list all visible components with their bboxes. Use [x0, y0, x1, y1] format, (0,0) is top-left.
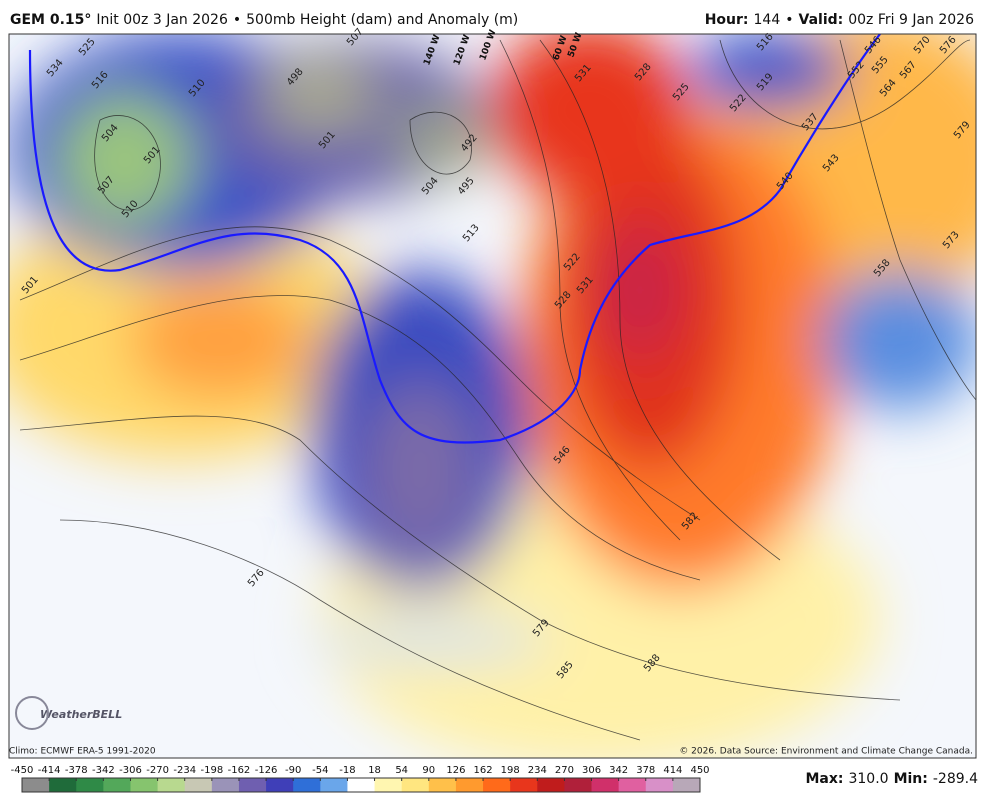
colorbar-swatch [130, 778, 159, 792]
colorbar-swatch [672, 778, 701, 792]
colorbar-swatch [76, 778, 104, 792]
min-label: Min: [894, 771, 928, 787]
map-field [9, 34, 976, 758]
model-name: GEM 0.15° [10, 12, 91, 28]
colorbar-tick-label: 90 [422, 765, 435, 776]
colorbar-tick-label: 306 [582, 765, 601, 776]
colorbar-tick-label: -18 [339, 765, 355, 776]
colorbar-swatch [618, 778, 647, 792]
logo: WeatherBELL [40, 708, 122, 721]
colorbar-tick-label: 234 [528, 765, 547, 776]
colorbar-swatch [320, 778, 348, 792]
colorbar-tick-label: -126 [255, 765, 278, 776]
valid-label: Valid: [799, 12, 844, 28]
colorbar-swatch [537, 778, 565, 792]
colorbar-tick-label: 342 [609, 765, 628, 776]
hour-label: Hour: [705, 12, 749, 28]
colorbar-tick-label: -270 [146, 765, 169, 776]
max-label: Max: [805, 771, 843, 787]
max-value: 310.0 [848, 771, 888, 787]
colorbar-swatch [374, 778, 403, 792]
colorbar-tick-label: -414 [38, 765, 61, 776]
colorbar-swatch [483, 778, 511, 792]
colorbar-swatch [510, 778, 538, 792]
colorbar-swatch [564, 778, 593, 792]
valid-time: 00z Fri 9 Jan 2026 [848, 12, 974, 28]
product-name: 500mb Height (dam) and Anomaly (m) [246, 12, 518, 28]
logo-mark [15, 696, 49, 730]
min-value: -289.4 [933, 771, 978, 787]
colorbar-tick-label: -234 [173, 765, 196, 776]
colorbar-swatch [293, 778, 321, 792]
colorbar-swatch [347, 778, 376, 792]
colorbar-swatch [238, 778, 267, 792]
colorbar-tick-label: 126 [446, 765, 465, 776]
colorbar-swatch [401, 778, 430, 792]
init-time: Init 00z 3 Jan 2026 [96, 12, 228, 28]
hour-value: 144 [754, 12, 781, 28]
colorbar-tick-label: 162 [473, 765, 492, 776]
colorbar-tick-label: -378 [65, 765, 88, 776]
colorbar-tick-label: 54 [395, 765, 408, 776]
colorbar-tick-label: 450 [690, 765, 709, 776]
colorbar-swatch [103, 778, 131, 792]
colorbar-tick-label: 378 [636, 765, 655, 776]
colorbar-frame [21, 777, 701, 793]
colorbar-swatch [266, 778, 294, 792]
colorbar-swatch [157, 778, 186, 792]
colorbar-tick-label: -90 [285, 765, 301, 776]
colorbar-tick-label: 414 [663, 765, 682, 776]
climo-note: Climo: ECMWF ERA-5 1991-2020 [9, 747, 156, 757]
colorbar-tick-label: -306 [119, 765, 142, 776]
colorbar-tick-label: 18 [368, 765, 381, 776]
colorbar-swatch [645, 778, 674, 792]
colorbar-tick-label: 198 [501, 765, 520, 776]
colorbar-swatch [455, 778, 484, 792]
colorbar-tick-label: 270 [555, 765, 574, 776]
colorbar-swatch [184, 778, 213, 792]
colorbar-tick-label: -54 [312, 765, 328, 776]
separator: • [785, 12, 793, 28]
colorbar-tick-label: -342 [92, 765, 115, 776]
separator: • [233, 12, 241, 28]
colorbar-swatch [211, 778, 240, 792]
colorbar-tick-label: -162 [228, 765, 251, 776]
colorbar-swatch [49, 778, 77, 792]
copyright: © 2026. Data Source: Environment and Cli… [679, 747, 973, 757]
colorbar-swatch [591, 778, 620, 792]
colorbar-tick-label: -198 [200, 765, 223, 776]
colorbar-swatch [428, 778, 457, 792]
colorbar-tick-label: -450 [11, 765, 34, 776]
map-frame [8, 33, 977, 759]
colorbar-swatch [22, 778, 50, 792]
